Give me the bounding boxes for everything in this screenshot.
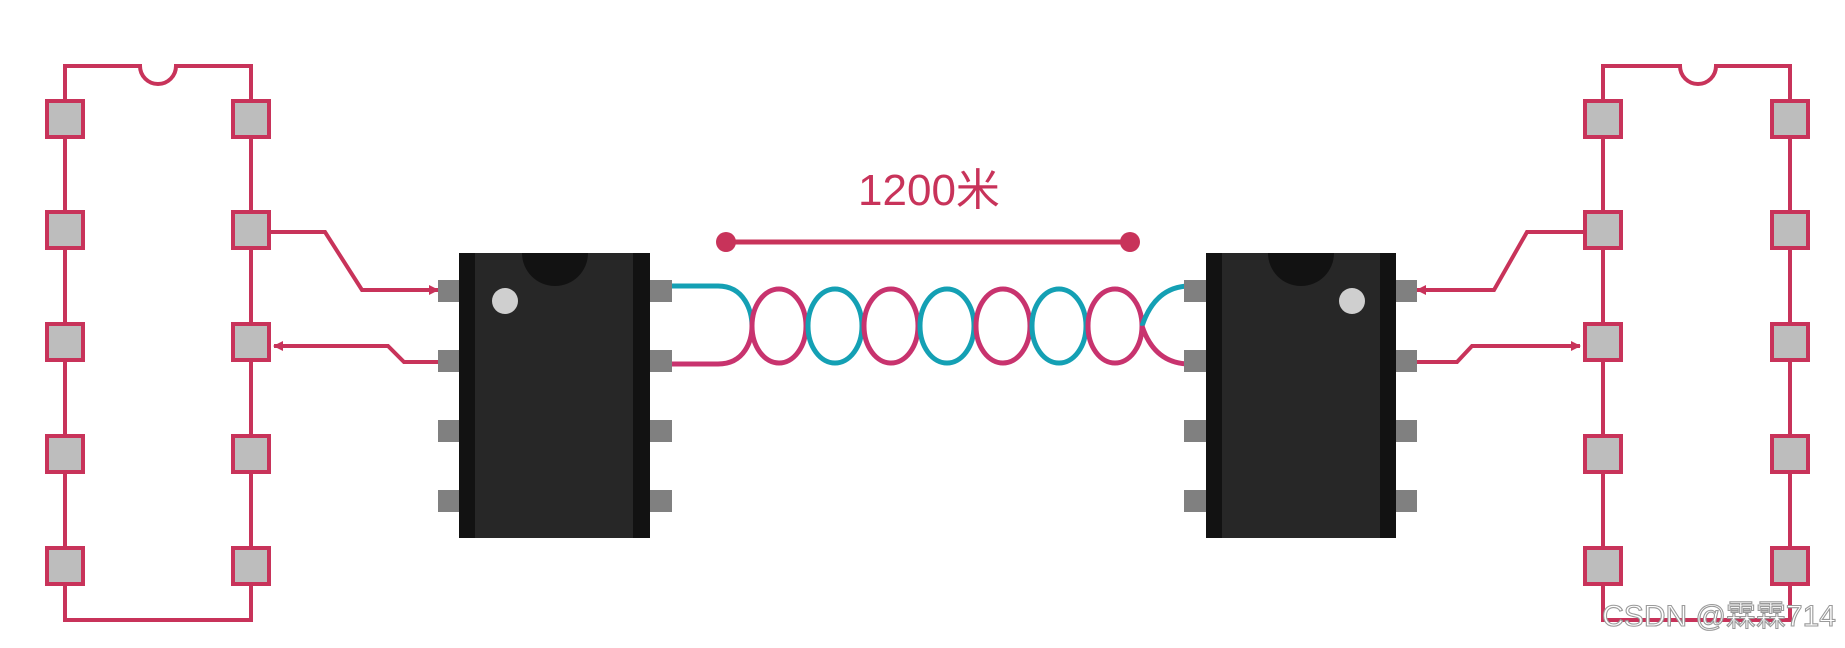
twist-loop <box>917 286 977 366</box>
right-rx-arrow <box>1417 341 1581 364</box>
right-mcu-right-pins <box>1770 99 1810 586</box>
left-mcu-pin <box>231 210 271 250</box>
twist-loop <box>1029 286 1089 366</box>
wire-a-end <box>1139 283 1191 327</box>
left-transceiver-pin <box>644 490 672 512</box>
right-mcu-pin <box>1770 434 1810 474</box>
right-mcu-pin <box>1583 322 1623 362</box>
twist-loop <box>749 286 809 366</box>
left-transceiver-pins <box>438 280 672 512</box>
distance-start-dot <box>716 232 736 252</box>
left-mcu-pin <box>45 546 85 586</box>
left-transceiver-pin <box>644 280 672 302</box>
left-transceiver-pin <box>438 280 464 302</box>
signal-lines <box>270 230 1585 364</box>
right-transceiver-pin <box>1184 350 1212 372</box>
left-mcu-pin <box>45 322 85 362</box>
right-transceiver-pin <box>1390 420 1417 442</box>
right-transceiver-pin <box>1390 280 1417 302</box>
left-rx-arrow <box>273 341 438 364</box>
right-transceiver-pin <box>1390 490 1417 512</box>
left-transceiver-pin <box>438 490 464 512</box>
watermark: CSDN @霖霖714 <box>1602 600 1836 633</box>
left-mcu-pin <box>45 434 85 474</box>
left-transceiver-pin <box>438 420 464 442</box>
twist-loop <box>805 286 865 366</box>
right-transceiver-pins <box>1184 280 1417 512</box>
right-transceiver-pin <box>1184 280 1212 302</box>
twisted-pair-cable <box>668 283 1191 367</box>
left-tx-arrow <box>270 230 439 295</box>
right-mcu-left-pins <box>1583 99 1623 586</box>
right-transceiver <box>1184 253 1417 538</box>
right-transceiver-pin <box>1184 490 1212 512</box>
right-mcu-pin <box>1583 99 1623 139</box>
distance-end-dot <box>1120 232 1140 252</box>
wire-a <box>668 283 755 327</box>
twist-loop <box>861 286 921 366</box>
left-mcu-pin <box>231 322 271 362</box>
wire-b-end <box>1139 325 1191 367</box>
left-mcu-outline <box>63 64 253 622</box>
right-tx-arrow <box>1416 230 1585 295</box>
left-mcu <box>45 64 271 622</box>
left-mcu-pin <box>231 546 271 586</box>
right-mcu-pin <box>1770 322 1810 362</box>
right-mcu-pin <box>1583 434 1623 474</box>
right-transceiver-notch <box>1268 253 1334 286</box>
distance-label: 1200米 <box>858 166 1000 215</box>
left-transceiver-notch <box>522 253 588 286</box>
twist-loops <box>749 286 1145 366</box>
right-mcu-pin <box>1583 210 1623 250</box>
left-transceiver-pin <box>644 350 672 372</box>
right-mcu-outline <box>1601 64 1792 622</box>
right-mcu <box>1583 64 1810 622</box>
left-transceiver <box>438 253 672 538</box>
left-transceiver-dot <box>492 288 518 314</box>
right-transceiver-pin <box>1390 350 1417 372</box>
left-mcu-pin <box>45 210 85 250</box>
right-mcu-pin <box>1770 99 1810 139</box>
left-mcu-left-pins <box>45 99 85 586</box>
left-mcu-pin <box>231 434 271 474</box>
twist-loop <box>973 286 1033 366</box>
left-mcu-pin <box>45 99 85 139</box>
right-mcu-pin <box>1770 546 1810 586</box>
right-transceiver-pin <box>1184 420 1212 442</box>
left-mcu-pin <box>231 99 271 139</box>
right-transceiver-dot <box>1339 288 1365 314</box>
wire-b <box>668 325 755 367</box>
left-transceiver-pin <box>438 350 464 372</box>
twist-loop <box>1085 286 1145 366</box>
left-mcu-right-pins <box>231 99 271 586</box>
right-mcu-pin <box>1770 210 1810 250</box>
left-transceiver-pin <box>644 420 672 442</box>
right-mcu-pin <box>1583 546 1623 586</box>
distance-indicator: 1200米 <box>716 166 1140 252</box>
